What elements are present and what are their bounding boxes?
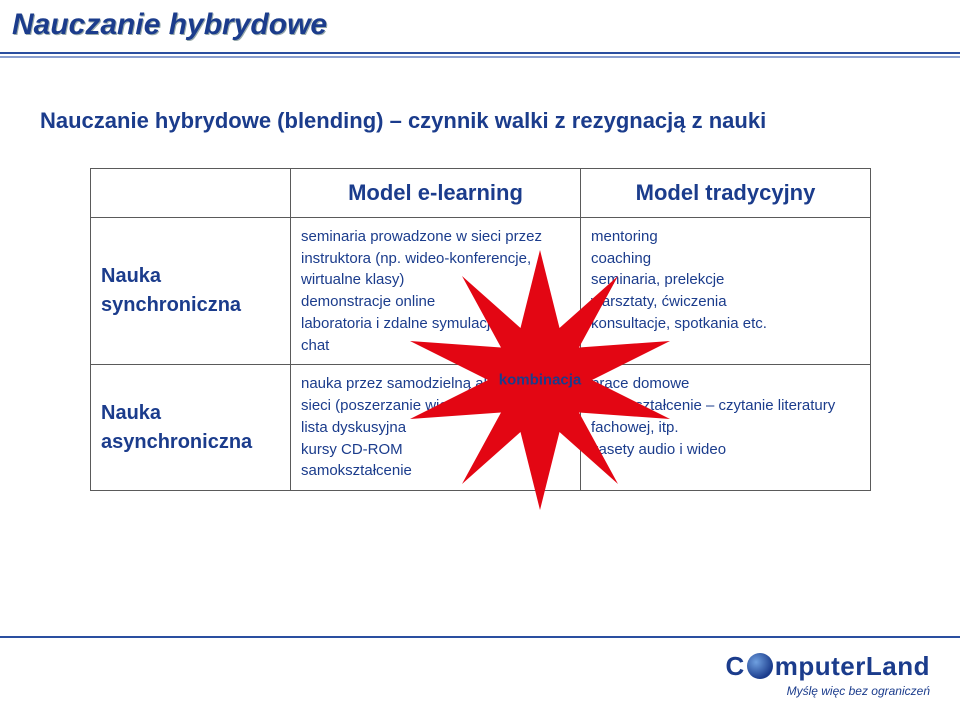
header-elearning: Model e-learning	[291, 169, 581, 218]
logo-text: CmputerLand	[725, 651, 930, 682]
logo-tagline: Myślę więc bez ograniczeń	[725, 684, 930, 698]
row-label-async: Nauka asynchroniczna	[91, 365, 291, 491]
comparison-table: Model e-learning Model tradycyjny Nauka …	[90, 168, 870, 491]
logo-part2: mputerLand	[775, 651, 930, 681]
title-underline	[0, 52, 960, 60]
slide-subtitle: Nauczanie hybrydowe (blending) – czynnik…	[40, 108, 766, 134]
footer-logo: CmputerLand Myślę więc bez ograniczeń	[725, 651, 930, 698]
row-label-sync: Nauka synchroniczna	[91, 217, 291, 365]
logo-part1: C	[725, 651, 744, 681]
cell-async-traditional: prace domowe samokształcenie – czytanie …	[581, 365, 871, 491]
header-traditional: Model tradycyjny	[581, 169, 871, 218]
globe-icon	[747, 653, 773, 679]
cell-sync-elearning: seminaria prowadzone w sieci przez instr…	[291, 217, 581, 365]
cell-async-elearning: nauka przez samodzielną aktywność w siec…	[291, 365, 581, 491]
footer-divider	[0, 636, 960, 638]
slide-title: Nauczanie hybrydowe	[12, 8, 327, 42]
table-corner	[91, 169, 291, 218]
cell-sync-traditional: mentoring coaching seminaria, prelekcje …	[581, 217, 871, 365]
